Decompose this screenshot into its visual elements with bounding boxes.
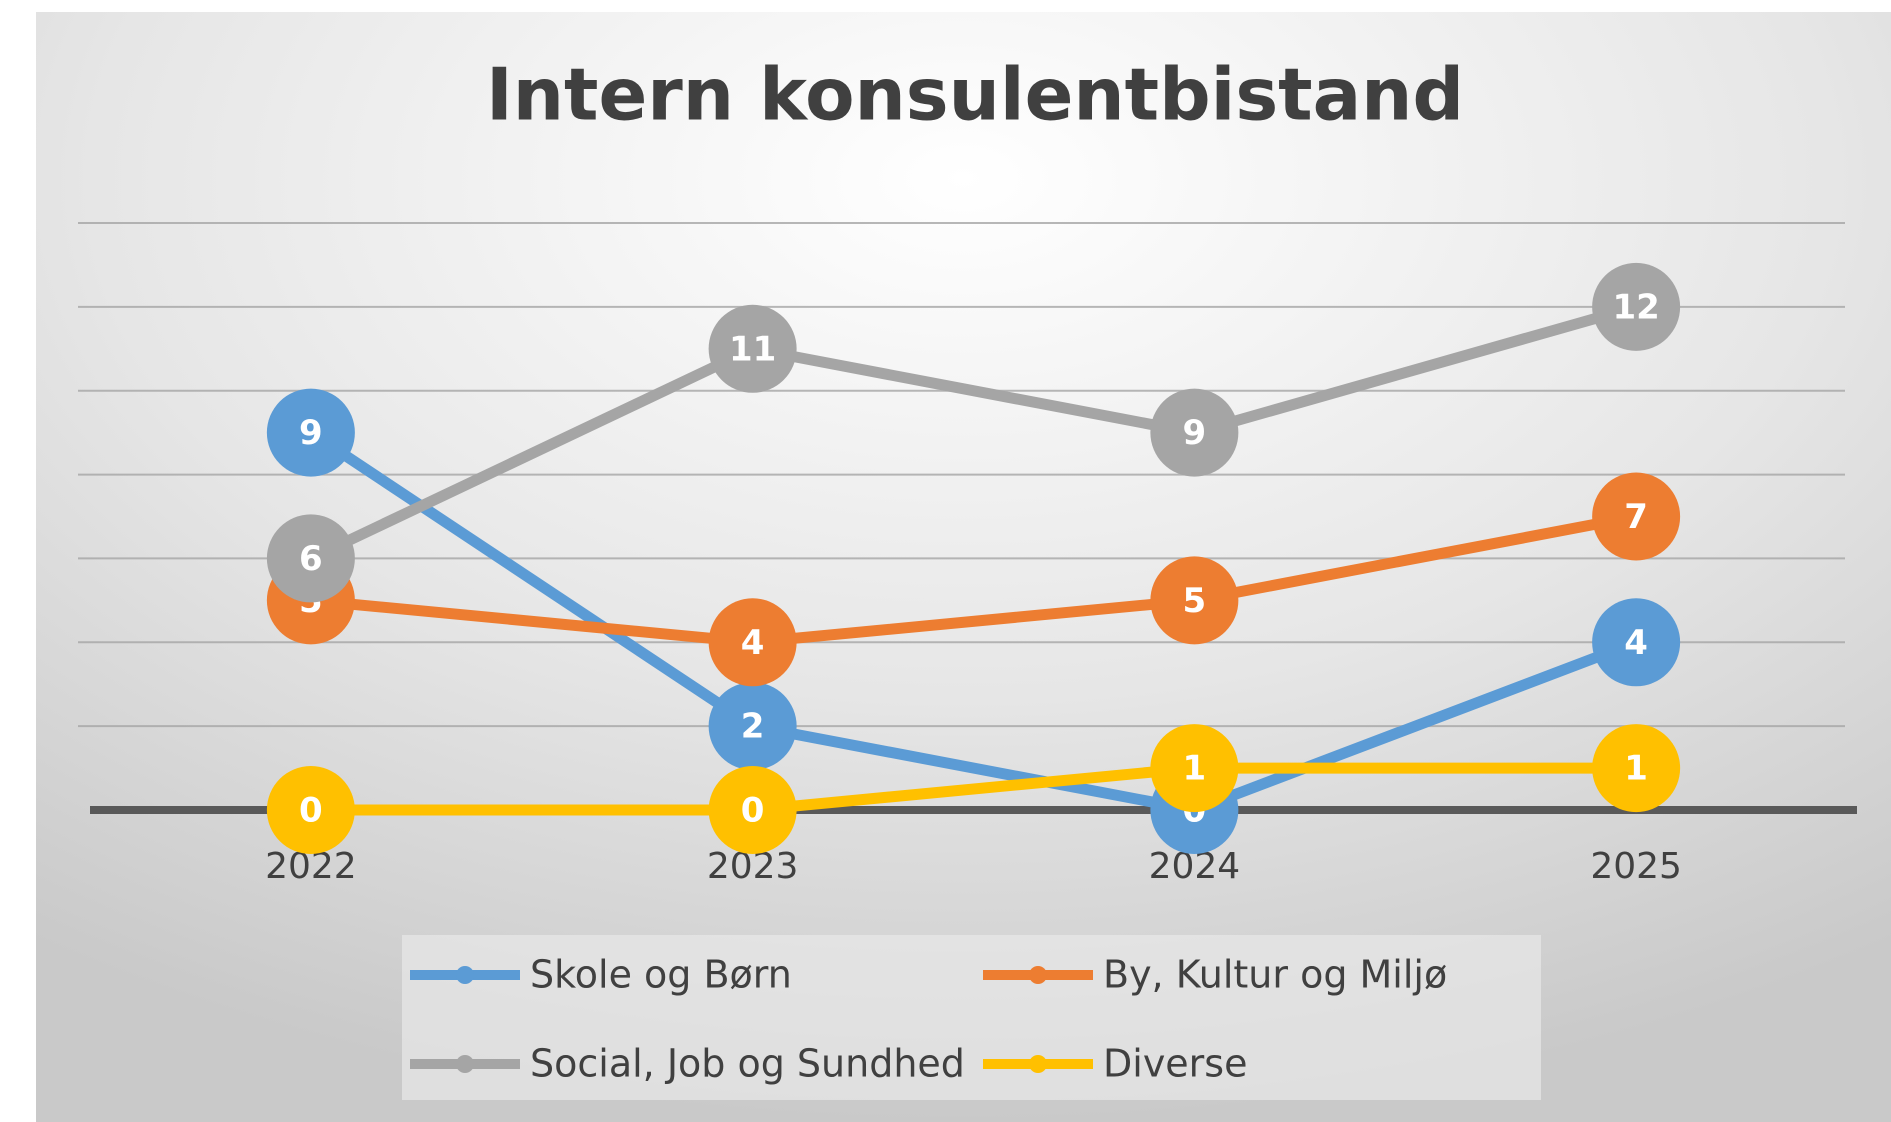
legend-label: Diverse [1103,1042,1248,1086]
data-point [708,598,797,687]
data-label: 7 [1624,497,1648,537]
data-label: 1 [1624,749,1648,789]
data-point [266,514,355,603]
data-point [1592,262,1681,351]
data-label: 9 [299,413,323,453]
data-point [708,766,797,854]
data-point [266,388,355,477]
series-line [308,301,1638,564]
data-label: 4 [1624,623,1648,663]
data-label: 1 [1183,749,1207,789]
data-point [1150,724,1239,813]
data-point [1150,388,1239,477]
data-label: 6 [299,539,323,579]
data-label: 4 [741,623,765,663]
data-point [1592,724,1681,813]
series-line [307,428,1639,816]
data-label: 11 [729,329,776,369]
legend-label: Social, Job og Sundhed [530,1042,965,1086]
legend-label: By, Kultur og Miljø [1103,953,1447,997]
chart-title: Intern konsulentbistand [486,53,1464,137]
series-line [310,762,1637,816]
data-point [708,682,797,771]
data-label: 0 [299,791,323,831]
data-label: 9 [1183,413,1207,453]
legend-marker [456,966,474,984]
data-label: 5 [1183,581,1207,621]
legend-box [402,935,1541,1100]
data-point [266,766,355,854]
legend-label: Skole og Børn [530,953,792,997]
data-label: 0 [741,791,765,831]
data-label: 12 [1612,287,1659,327]
legend-marker [456,1055,474,1073]
data-label: 2 [741,707,765,747]
data-point [1592,472,1681,561]
legend-marker [1029,1055,1047,1073]
data-point [1592,598,1681,687]
data-point [1150,556,1239,645]
x-tick-label: 2025 [1590,846,1682,887]
series-line [310,511,1638,648]
legend-marker [1029,966,1047,984]
data-point [708,304,797,393]
